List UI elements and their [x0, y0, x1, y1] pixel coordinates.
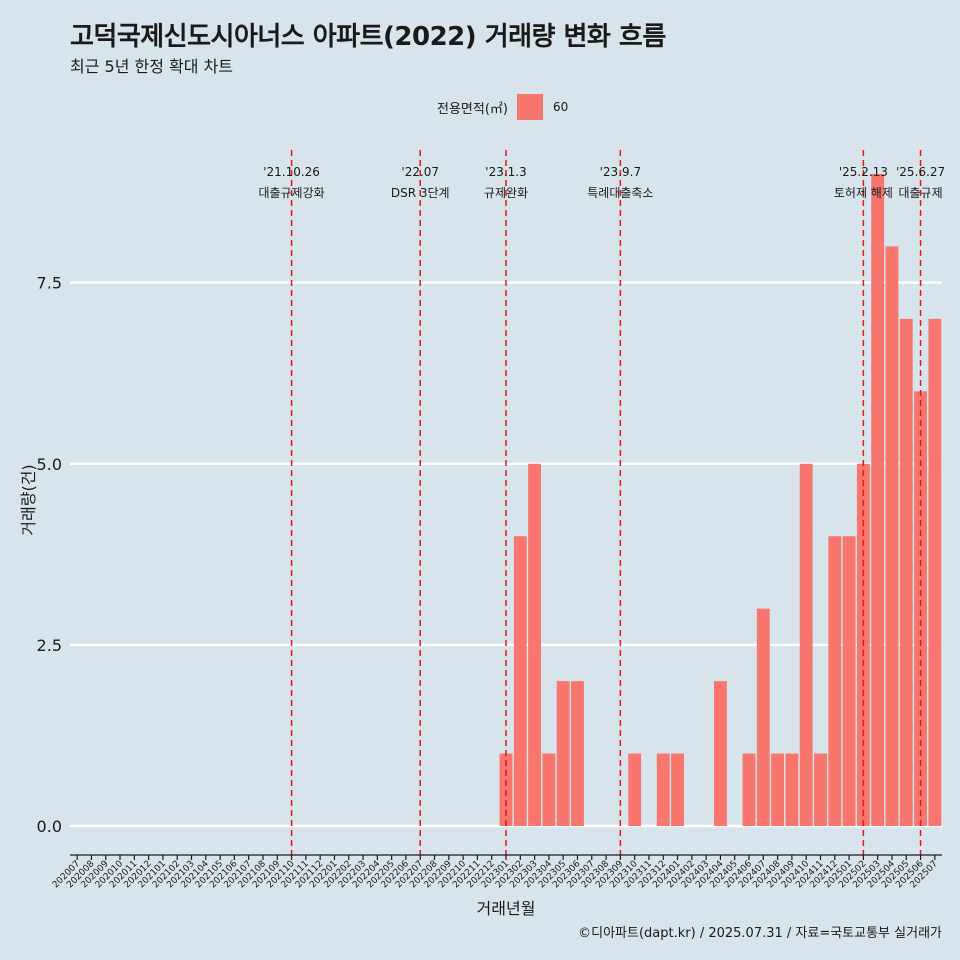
bar: [871, 173, 885, 827]
y-axis-title: 거래량(건): [19, 464, 38, 535]
bar: [842, 536, 856, 827]
bar: [914, 391, 927, 827]
event-label: 대출규제강화: [258, 186, 324, 200]
bar: [499, 753, 513, 827]
legend-swatch: [516, 94, 543, 120]
bar: [528, 463, 542, 827]
bar: [742, 753, 756, 827]
x-axis-title: 거래년월: [477, 899, 536, 918]
event-date-label: '23.1.3: [485, 165, 526, 179]
chart-title: 고덕국제신도시아너스 아파트(2022) 거래량 변화 흐름: [70, 22, 666, 52]
bar: [542, 753, 556, 827]
event-label: 특례대출축소: [587, 186, 653, 200]
event-date-label: '25.6.27: [896, 165, 945, 179]
bar: [671, 753, 684, 827]
bar: [799, 463, 813, 827]
event-label: 대출규제: [898, 186, 942, 200]
bar: [713, 681, 727, 827]
chart-subtitle: 최근 5년 한정 확대 차트: [70, 57, 234, 76]
bar: [656, 753, 670, 827]
bar: [513, 536, 527, 827]
y-tick-label: 5.0: [37, 455, 62, 474]
bar: [571, 681, 584, 827]
legend: 전용면적(㎡) 60: [437, 94, 568, 120]
bar: [771, 753, 785, 827]
event-date-label: '21.10.26: [263, 165, 320, 179]
bar: [885, 246, 899, 827]
y-tick-label: 7.5: [37, 274, 62, 293]
event-date-label: '23.9.7: [600, 165, 641, 179]
event-date-label: '25.2.13: [839, 165, 888, 179]
legend-title: 전용면적(㎡): [437, 101, 508, 117]
event-label: 토허제 해제: [834, 186, 893, 200]
legend-entry-label: 60: [552, 100, 569, 114]
y-tick-label: 0.0: [37, 817, 62, 836]
bar: [828, 536, 842, 827]
bar: [899, 318, 913, 827]
bar: [928, 318, 942, 827]
event-label: DSR 3단계: [391, 186, 450, 200]
bar: [628, 753, 642, 827]
bar: [785, 753, 799, 827]
source-caption: ©디아파트(dapt.kr) / 2025.07.31 / 자료=국토교통부 실…: [578, 926, 942, 941]
bar: [556, 681, 570, 827]
bar: [756, 608, 770, 827]
bar: [814, 753, 827, 827]
event-date-label: '22.07: [401, 165, 439, 179]
y-tick-label: 2.5: [37, 636, 62, 655]
event-label: 규제완화: [484, 186, 528, 200]
